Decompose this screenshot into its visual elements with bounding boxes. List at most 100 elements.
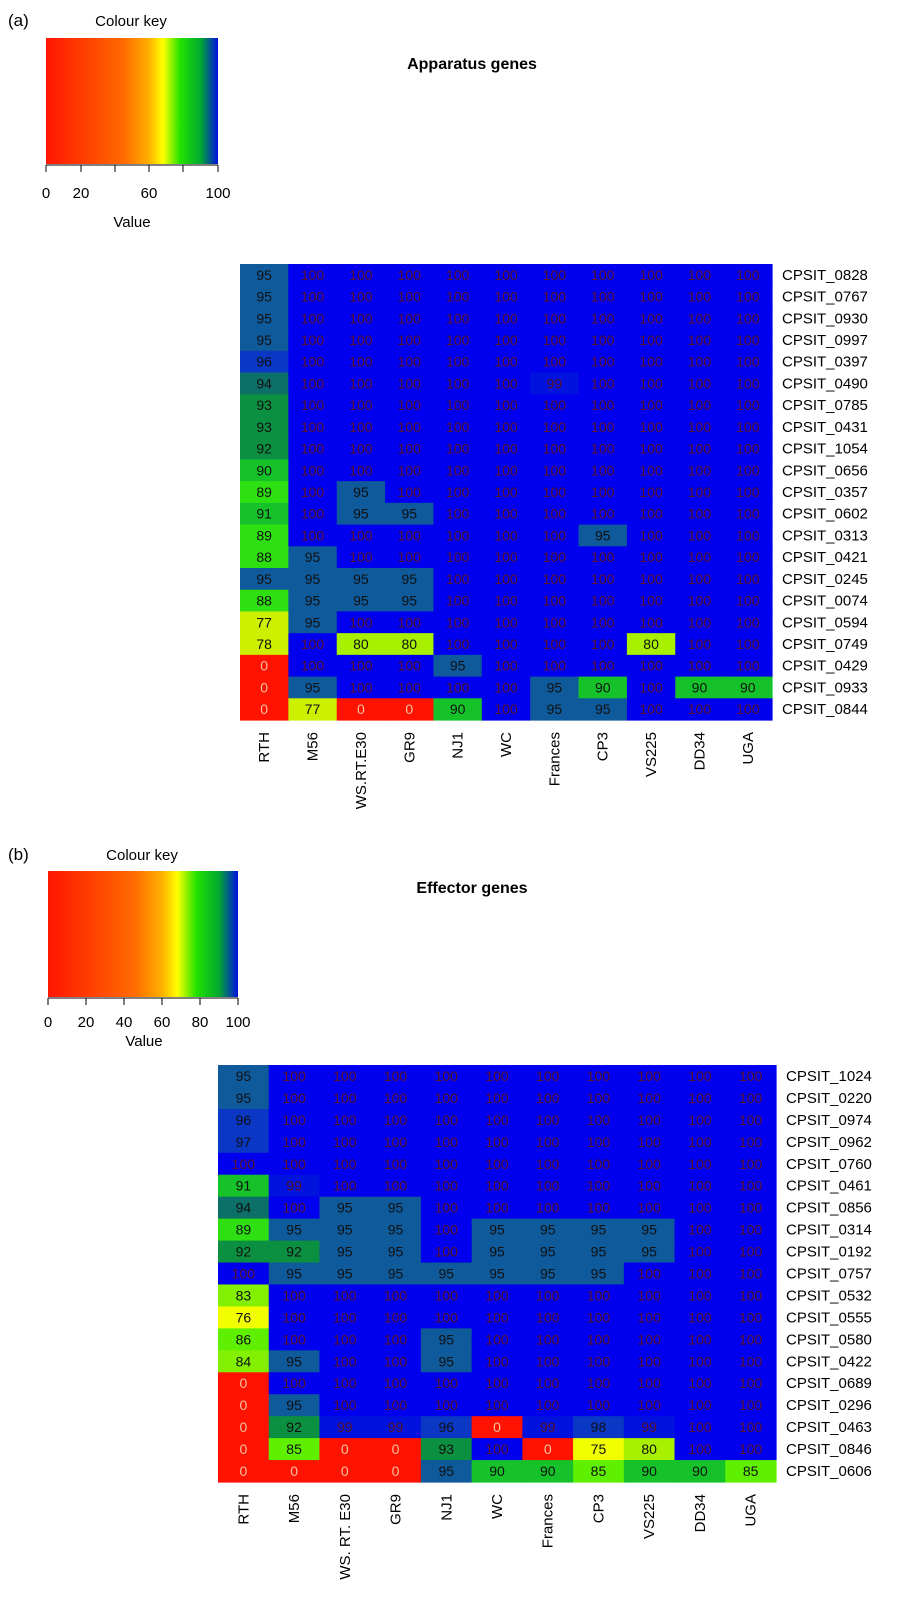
panel-b-cell-r18-c7 xyxy=(573,1460,625,1483)
panel-a-cell-r19-c1 xyxy=(288,676,338,699)
panel-b-cell-r6-c5 xyxy=(471,1196,523,1220)
panel-a-cell-r2-c9 xyxy=(675,307,725,330)
panel-a-cell-r9-c2 xyxy=(336,459,386,482)
panel-b-cell-r5-c10 xyxy=(725,1174,777,1198)
panel-b-cell-r4-c0 xyxy=(218,1152,270,1176)
panel-a-cell-label-r7-c4: 100 xyxy=(446,419,470,435)
panel-b-cell-label-r3-c9: 100 xyxy=(688,1134,712,1150)
panel-b-cell-label-r15-c3: 100 xyxy=(384,1397,408,1413)
panel-a-cell-r2-c2 xyxy=(336,307,386,330)
panel-b-cell-label-r11-c1: 100 xyxy=(282,1309,306,1325)
panel-b-cell-label-r7-c8: 95 xyxy=(641,1222,657,1238)
panel-b-cell-r6-c1 xyxy=(268,1196,321,1220)
panel-a-cell-r3-c3 xyxy=(385,329,435,352)
panel-a-cell-r5-c4 xyxy=(433,372,483,395)
panel-b-cell-r14-c0 xyxy=(218,1372,270,1395)
panel-a-cell-r1-c10 xyxy=(723,285,773,309)
panel-a-cell-label-r4-c4: 100 xyxy=(446,354,470,370)
panel-a-cell-r5-c5 xyxy=(481,372,531,395)
panel-a-cell-r8-c9 xyxy=(675,437,725,461)
panel-b-cell-label-r15-c1: 95 xyxy=(286,1397,302,1413)
panel-b-heatmap: 95 100 100 100 100 100 100 100 100 100 100 CPSIT_10… xyxy=(218,1065,872,1580)
panel-b-cell-r15-c5 xyxy=(471,1394,523,1417)
panel-a-cell-label-r18-c4: 95 xyxy=(450,658,466,674)
panel-a-cell-r7-c2 xyxy=(336,416,386,439)
panel-b-cell-label-r16-c6: 99 xyxy=(540,1419,556,1435)
panel-a-cell-r17-c9 xyxy=(675,633,725,656)
panel-b-cell-label-r18-c2: 0 xyxy=(341,1463,349,1479)
panel-a-cell-r5-c0 xyxy=(240,372,289,395)
panel-a-col-label: M56 xyxy=(305,732,322,761)
panel-b-cell-label-r17-c2: 0 xyxy=(341,1441,349,1457)
panel-a-cell-r20-c7 xyxy=(578,698,628,721)
panel-a-cell-r8-c0 xyxy=(240,437,289,461)
panel-b-cell-label-r3-c8: 100 xyxy=(638,1134,662,1150)
panel-b-row-label: CPSIT_0461 xyxy=(786,1178,872,1195)
panel-a-cell-label-r19-c3: 100 xyxy=(398,679,422,695)
panel-b-cell-label-r16-c9: 100 xyxy=(688,1419,712,1435)
panel-b-cell-r12-c2 xyxy=(319,1328,371,1351)
panel-a-cell-r12-c7 xyxy=(578,524,628,547)
panel-a-row-label: CPSIT_0844 xyxy=(782,701,868,718)
panel-b-cell-label-r4-c0: 100 xyxy=(232,1156,256,1172)
panel-b-cell-label-r3-c2: 100 xyxy=(333,1134,357,1150)
panel-a-row-label: CPSIT_0656 xyxy=(782,462,868,479)
panel-a-cell-r15-c7 xyxy=(578,589,628,613)
panel-a-cell-r1-c5 xyxy=(481,285,531,309)
panel-b-col-label: DD34 xyxy=(692,1494,709,1532)
panel-a-cell-r20-c5 xyxy=(481,698,531,721)
panel-a-cell-r1-c0 xyxy=(240,285,289,309)
panel-a-row-label: CPSIT_0429 xyxy=(782,658,868,675)
panel-a-cell-r6-c3 xyxy=(385,394,435,417)
panel-a-cell-r3-c0 xyxy=(240,329,289,352)
panel-a-cell-label-r13-c3: 100 xyxy=(398,549,422,565)
panel-b-row-label: CPSIT_0606 xyxy=(786,1463,872,1480)
panel-b-cell-label-r16-c7: 98 xyxy=(591,1419,607,1435)
panel-b-cell-r2-c4 xyxy=(420,1108,473,1132)
panel-a-row-label: CPSIT_0421 xyxy=(782,549,868,566)
panel-b-cell-label-r18-c10: 85 xyxy=(743,1463,759,1479)
panel-a-cell-r11-c9 xyxy=(675,502,725,526)
panel-a-col-label: CP3 xyxy=(595,732,612,761)
panel-a-cell-label-r0-c6: 100 xyxy=(543,267,567,283)
panel-b-cell-r9-c9 xyxy=(674,1262,726,1286)
panel-b-cell-r16-c9 xyxy=(674,1416,726,1439)
panel-a-cell-r9-c1 xyxy=(288,459,338,482)
panel-b-cell-r18-c5 xyxy=(471,1460,523,1483)
panel-b-cell-label-r3-c1: 100 xyxy=(282,1134,306,1150)
panel-a-cell-r1-c6 xyxy=(530,285,580,309)
panel-b-cell-label-r1-c6: 100 xyxy=(536,1090,560,1106)
panel-a-row-label: CPSIT_0357 xyxy=(782,484,868,501)
panel-b-cell-label-r10-c7: 100 xyxy=(587,1287,611,1303)
panel-a-cell-r12-c0 xyxy=(240,524,289,547)
panel-b-cell-r18-c10 xyxy=(725,1460,777,1483)
panel-a-cell-label-r3-c3: 100 xyxy=(398,332,422,348)
panel-b-key-title: Colour key xyxy=(106,847,178,864)
panel-b-cell-label-r18-c9: 90 xyxy=(692,1463,708,1479)
panel-a-cell-r5-c2 xyxy=(336,372,386,395)
panel-a-col-label: Frances xyxy=(546,732,563,786)
panel-a-cell-r19-c7 xyxy=(578,676,628,699)
panel-a-cell-r11-c6 xyxy=(530,502,580,526)
panel-b-cell-r0-c3 xyxy=(370,1065,422,1088)
panel-a-cell-label-r20-c3: 0 xyxy=(405,701,413,717)
panel-b-cell-r7-c0 xyxy=(218,1218,270,1242)
panel-b-cell-r7-c10 xyxy=(725,1218,777,1242)
panel-b-cell-r2-c9 xyxy=(674,1108,726,1132)
panel-b-cell-r6-c2 xyxy=(319,1196,371,1220)
panel-a-cell-r0-c8 xyxy=(626,264,676,287)
panel-b-cell-r5-c8 xyxy=(623,1174,676,1198)
panel-b-cell-label-r18-c6: 90 xyxy=(540,1463,556,1479)
panel-b-row-label: CPSIT_0296 xyxy=(786,1397,872,1414)
panel-a-cell-r11-c0 xyxy=(240,502,289,526)
panel-a-cell-label-r1-c4: 100 xyxy=(446,289,470,305)
panel-a-cell-r19-c6 xyxy=(530,676,580,699)
panel-b-cell-r1-c0 xyxy=(218,1086,270,1110)
panel-a-cell-label-r11-c9: 100 xyxy=(688,506,712,522)
panel-a-cell-label-r11-c10: 100 xyxy=(736,506,760,522)
panel-a-cell-label-r20-c4: 90 xyxy=(450,701,466,717)
panel-a-cell-label-r16-c3: 100 xyxy=(398,614,422,630)
panel-a-cell-r8-c1 xyxy=(288,437,338,461)
panel-b-cell-r14-c7 xyxy=(573,1372,625,1395)
panel-a-cell-r15-c1 xyxy=(288,589,338,613)
